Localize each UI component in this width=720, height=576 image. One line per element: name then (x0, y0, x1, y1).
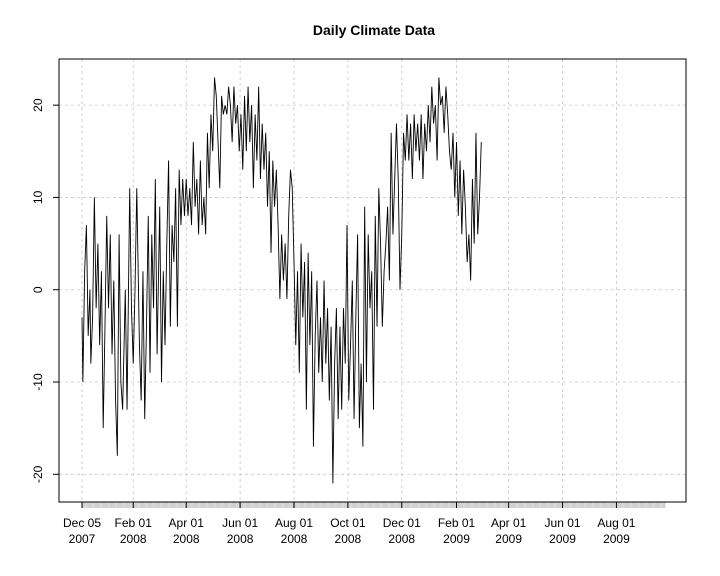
x-tick-label-month: Aug 01 (275, 516, 313, 530)
x-tick-label-month: Aug 01 (597, 516, 635, 530)
x-tick-label-month: Feb 01 (438, 516, 476, 530)
y-tick-label: -10 (31, 373, 45, 391)
x-tick-label-year: 2009 (603, 532, 630, 546)
x-tick-label-month: Dec 01 (383, 516, 421, 530)
x-tick-label-month: Apr 01 (169, 516, 205, 530)
y-tick-label: -20 (31, 465, 45, 483)
y-axis: -20 -10 0 10 20 (31, 98, 59, 483)
x-tick-label-year: 2008 (388, 532, 415, 546)
series-layer (81, 77, 482, 484)
chart-title: Daily Climate Data (313, 22, 435, 38)
x-tick-label-year: 2008 (173, 532, 200, 546)
x-tick-label-year: 2009 (443, 532, 470, 546)
date-rug (81, 502, 666, 508)
x-tick-label-year: 2008 (335, 532, 362, 546)
plot-frame (58, 58, 687, 503)
x-axis: Dec 05 2007 Feb 01 2008 Apr 01 2008 Jun 01 2008… (63, 502, 636, 546)
x-tick-label-month: Dec 05 (63, 516, 101, 530)
y-tick-label: 10 (31, 190, 45, 204)
y-tick-label: 20 (31, 98, 45, 112)
x-tick-label-month: Oct 01 (330, 516, 366, 530)
x-tick-label-year: 2008 (281, 532, 308, 546)
x-tick-label-month: Feb 01 (115, 516, 153, 530)
x-tick-label-year: 2008 (120, 532, 147, 546)
x-tick-label-month: Jun 01 (222, 516, 258, 530)
x-tick-label-year: 2007 (69, 532, 96, 546)
date-rug-ticks (81, 502, 666, 508)
x-tick-label-month: Jun 01 (545, 516, 581, 530)
x-tick-label-year: 2008 (227, 532, 254, 546)
y-tick-label: 0 (31, 286, 45, 293)
series-line-0 (81, 77, 482, 484)
x-tick-label-year: 2009 (549, 532, 576, 546)
x-tick-label-month: Apr 01 (491, 516, 527, 530)
x-tick-label-year: 2009 (495, 532, 522, 546)
